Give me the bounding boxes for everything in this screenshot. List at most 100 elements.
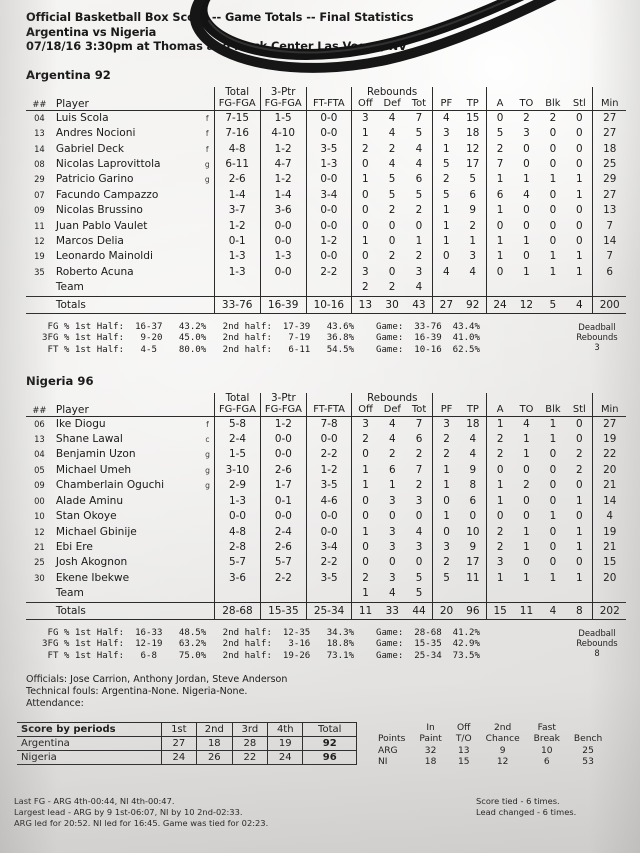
cell-min: 7 [592,249,626,265]
player-row: 13 Andres Nocioni f 7-16 4-10 0-0 1 4 5 3 18 5 3 0 0 27 [26,126,626,142]
fg-pct-line: FG % 1st Half: 16-37 43.2% 2nd half: 17-… [42,321,480,332]
cell-num: 04 [34,449,45,460]
cell-fg3: 2-2 [259,570,307,587]
cell-a: 5 [485,126,514,142]
player-row: 07 Facundo Campazzo 1-4 1-4 3-4 0 5 5 5 6 6 4 0 1 27 [26,187,626,204]
cell-def: 3 [389,540,396,553]
cell-tot: 4 [415,142,423,155]
totals-ft: 25-34 [305,602,352,620]
cell-name: Alade Aminu [55,494,124,507]
boxscore-table-argentina: Total 3-Ptr Rebounds ## Player FG-FGA FG… [26,86,626,314]
cell-blk: 1 [549,265,557,278]
cell-def: 0 [389,510,396,523]
cell-ft: 0-0 [305,172,352,188]
cell-to: 0 [523,494,530,507]
cell-fg: 1-3 [213,493,261,510]
player-rows-argentina: 04 Luis Scola f 7-15 1-5 0-0 3 4 7 4 15 0 2 2 0 27 13 And… [26,110,626,281]
cell-to: 1 [523,448,530,461]
cell-a: 0 [485,509,514,525]
cell-pos: g [204,175,210,185]
cell-off: 0 [351,218,379,235]
cell-tot: 0 [415,219,423,232]
title-line-1: Official Basketball Box Score -- Game To… [26,10,414,24]
cell-tot: 7 [415,111,423,124]
cell-pos [201,188,214,203]
cell-pf: 2 [432,447,460,463]
cell-fg: 2-9 [213,478,261,494]
pts-to: 13 [457,745,470,756]
cell-num: 25 [34,557,45,568]
cell-num: 30 [34,572,45,583]
cell-fg3: 4-10 [259,126,307,142]
team-rebound-row: Team 2 2 4 [26,280,626,297]
cell-fg3: 0-0 [259,509,307,525]
cell-tot: 2 [415,250,423,263]
cell-blk: 0 [549,479,557,492]
cell-a: 2 [485,524,514,540]
percentages-block-argentina: FG % 1st Half: 16-37 43.2% 2nd half: 17-… [26,322,626,362]
cell-blk: 0 [549,127,557,140]
cell-tp: 10 [466,525,480,538]
cell-min: 19 [592,432,626,448]
player-row: 09 Chamberlain Oguchi g 2-9 1-7 3-5 1 1 2 1 8 1 2 0 0 2… [26,478,626,494]
cell-num: 13 [34,128,45,139]
officials-line: Officials: Jose Carrion, Anthony Jordan,… [26,673,288,685]
cell-pf: 4 [432,110,460,127]
cell-ft: 7-8 [305,416,352,433]
sbp-q3: 28 [231,736,269,752]
cell-name: Ike Diogu [55,417,106,430]
cell-fg: 5-8 [213,416,261,433]
sbp-q2: 26 [195,750,233,766]
cell-min: 6 [592,264,626,281]
cell-num: 13 [34,434,45,445]
cell-to: 0 [523,463,530,476]
pts-head-chance: Chance [485,734,520,745]
pts-head-2nd: 2nd [493,722,512,733]
cell-blk: 0 [549,142,557,155]
totals-off: 11 [351,602,379,620]
cell-off: 0 [351,187,379,204]
cell-tot: 0 [415,510,423,523]
pts-fast: 6 [543,757,550,767]
cell-a: 6 [485,187,514,204]
cell-blk: 2 [549,111,557,124]
cell-min: 18 [592,141,626,157]
totals-fg: 33-76 [213,296,261,314]
cell-pf: 0 [432,493,460,510]
cell-a: 1 [485,249,514,265]
ft-pct-line: FT % 1st Half: 6-8 75.0% 2nd half: 19-26… [42,650,480,661]
cell-tp: 5 [469,173,477,186]
totals-min: 202 [592,602,626,620]
cell-min: 7 [592,218,626,235]
player-row: 14 Gabriel Deck f 4-8 1-2 3-5 2 2 4 1 12 2 0 0 0 18 [26,141,626,157]
pts-head-break: Break [533,734,560,745]
cell-name: Leonardo Mainoldi [55,250,153,263]
col-blk: Blk [545,404,561,416]
cell-def: 6 [389,463,396,476]
cell-num: 07 [34,189,45,200]
column-header-row: ## Player FG-FGA FG-FGA FT-FTA Off Def T… [26,97,626,111]
cell-fg3: 1-5 [259,110,307,127]
cell-num: 09 [34,205,45,216]
team-off: 2 [351,280,379,297]
cell-stl: 0 [576,417,583,430]
cell-fg: 4-8 [213,524,261,540]
cell-pos: g [204,160,210,169]
cell-to: 1 [523,571,530,584]
cell-tp: 3 [469,250,477,263]
cell-fg: 4-8 [213,141,261,157]
cell-pf: 4 [432,264,460,281]
cell-tp: 4 [469,433,477,446]
totals-blk: 4 [549,604,557,617]
cell-blk: 1 [549,433,557,446]
cell-name: Nicolas Laprovittola [55,158,161,170]
sbp-col-2nd: 2nd [195,722,233,738]
cell-tp: 9 [469,540,477,553]
cell-pf: 3 [432,126,460,142]
cell-a: 2 [485,539,514,556]
cell-pf: 2 [432,432,460,448]
fg3-pct-line: 3FG % 1st Half: 9-20 45.0% 2nd half: 7-1… [42,333,480,344]
cell-name: Facundo Campazzo [55,188,159,201]
cell-fg: 5-7 [213,555,261,571]
totals-def: 30 [385,298,399,311]
